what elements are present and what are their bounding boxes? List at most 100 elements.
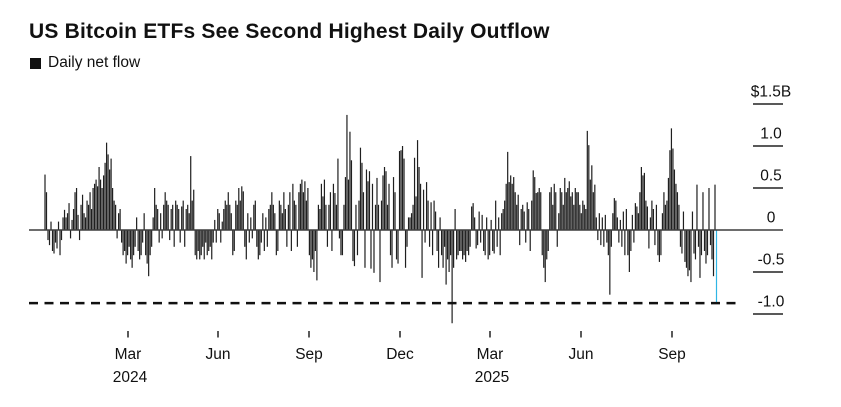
flow-bar [122,230,124,256]
flow-bar [105,142,108,230]
flow-bar [475,230,477,249]
flow-bar [711,230,713,260]
flow-bar [109,169,111,230]
flow-bar [268,209,270,230]
flow-bar [71,219,73,230]
flow-bar [679,230,682,247]
x-tick-label: Jun [206,346,231,363]
flow-bar [218,213,220,230]
flow-bar [69,230,72,239]
flow-bar [124,230,126,251]
flow-bar [229,204,231,230]
flow-bar [367,181,369,230]
flow-bar [130,230,132,260]
flow-bar [125,230,127,264]
flow-bar [259,230,261,256]
flow-bar [664,204,667,230]
flow-bar [621,230,623,247]
flow-bar [706,230,709,256]
flow-bar [353,230,356,267]
flow-bar [498,217,500,230]
flow-bar [199,230,201,260]
flow-bar [466,230,468,251]
flow-bar [212,230,214,243]
flow-bar [191,200,193,230]
y-tick-label: 1.0 [760,126,782,143]
flow-bar [382,175,384,230]
flow-bar [319,209,321,230]
flow-bar [352,230,354,262]
flow-bar [80,204,82,230]
flow-bar [167,204,169,230]
flow-bar [65,217,67,230]
flow-bar [400,150,402,230]
flow-bar [364,230,366,268]
flow-bar [468,230,470,256]
flow-bar [287,204,289,230]
flow-bar [669,150,671,230]
flow-bar [645,200,647,230]
flow-bar [274,213,276,230]
flow-bar [555,192,557,230]
flow-bar [428,230,431,247]
flow-bar [495,200,497,230]
flow-bar [712,230,715,277]
flow-bar [436,230,438,251]
flow-bar [119,209,121,230]
x-tick-label: Dec [386,346,414,363]
flow-bar [184,230,186,247]
highlight-bar [715,230,718,304]
flow-bar [304,181,306,230]
flow-bar [326,230,329,247]
flow-bar [194,230,196,256]
flow-bar [374,204,377,230]
flow-bar [373,230,375,273]
flow-bar [275,230,277,256]
flow-bar [136,217,138,230]
flow-bar [53,230,55,254]
flow-bar [340,230,342,256]
flow-bar [685,230,688,268]
flow-bar [323,179,326,230]
flow-bar [152,217,154,230]
flow-bar [160,213,162,230]
flow-bar [379,230,381,283]
flow-bar [583,204,585,230]
flow-bar [574,188,576,230]
flow-bar [44,174,46,230]
flow-bar [112,188,114,230]
flow-bar [654,230,656,246]
flow-bar [170,209,172,230]
flow-bar [559,188,561,230]
flow-bar [606,230,608,243]
flow-bar [350,160,353,230]
flow-bar [588,145,590,230]
flow-bar [678,204,680,230]
flow-bar [163,204,165,230]
flow-bar [670,128,673,230]
flow-bar [335,204,338,230]
flow-bar [224,200,226,230]
flow-bar [220,230,222,243]
flow-bar [236,204,238,230]
flow-bar [87,204,90,230]
flow-bar [316,230,318,281]
flow-bar [262,213,264,230]
flow-bar [179,230,181,243]
flow-bar [682,211,685,230]
flow-bar [562,204,564,230]
flow-bar [343,204,345,230]
flow-bar [445,230,447,285]
flow-bar [580,213,582,230]
flow-bar [526,202,528,230]
flow-bar [269,204,271,230]
flow-bar [256,230,258,247]
flow-bar [613,198,615,230]
flow-bar [325,204,327,230]
flow-bar [205,230,207,243]
flow-bar [277,230,279,251]
flow-bar [425,182,428,230]
flow-bar [314,230,316,251]
flow-bar [63,209,66,230]
